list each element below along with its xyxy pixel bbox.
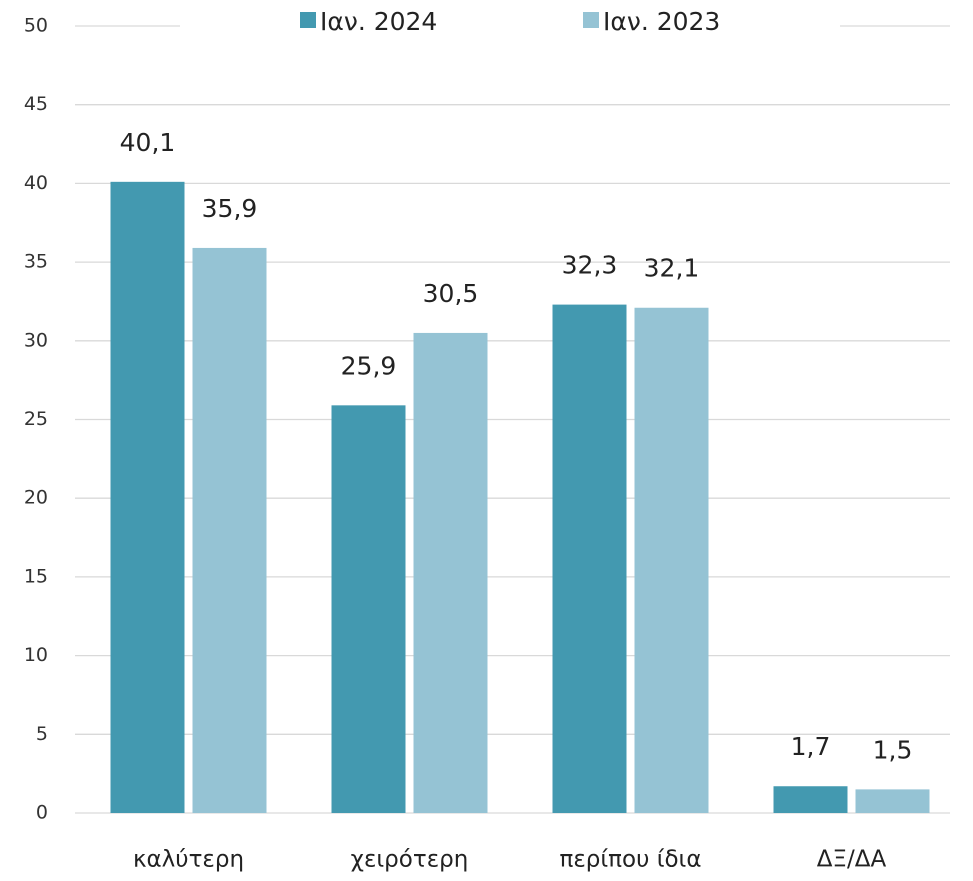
y-tick-label: 30 [24, 329, 48, 351]
legend-label: Ιαν. 2023 [603, 7, 720, 36]
bar [331, 405, 406, 813]
y-tick-label: 40 [24, 172, 48, 194]
bar [855, 789, 930, 813]
legend-swatch [583, 12, 599, 28]
data-label: 32,3 [562, 251, 618, 280]
y-tick-label: 45 [24, 93, 48, 115]
y-tick-label: 35 [24, 251, 48, 273]
legend-background [180, 4, 840, 46]
data-label: 40,1 [120, 128, 176, 157]
y-tick-label: 15 [24, 565, 48, 587]
legend-swatch [300, 12, 316, 28]
data-label: 32,1 [644, 254, 700, 283]
data-label: 1,5 [873, 735, 913, 764]
data-label: 30,5 [423, 279, 479, 308]
bar [413, 332, 488, 813]
data-label: 1,7 [791, 732, 831, 761]
data-label: 25,9 [341, 351, 397, 380]
x-tick-label: ΔΞ/ΔΑ [817, 847, 887, 873]
x-tick-label: χειρότερη [351, 847, 469, 873]
legend-label: Ιαν. 2024 [320, 7, 437, 36]
bar [773, 786, 848, 813]
bar [634, 307, 709, 813]
x-tick-label: περίπου ίδια [560, 847, 702, 873]
bar [192, 247, 267, 813]
y-tick-label: 10 [24, 644, 48, 666]
y-tick-label: 25 [24, 408, 48, 430]
bar [552, 304, 627, 813]
bar [110, 181, 185, 814]
y-tick-label: 50 [24, 15, 48, 37]
y-tick-label: 20 [24, 487, 48, 509]
y-tick-label: 0 [36, 802, 48, 824]
x-tick-label: καλύτερη [133, 847, 244, 873]
data-label: 35,9 [202, 194, 258, 223]
y-tick-label: 5 [36, 723, 48, 745]
